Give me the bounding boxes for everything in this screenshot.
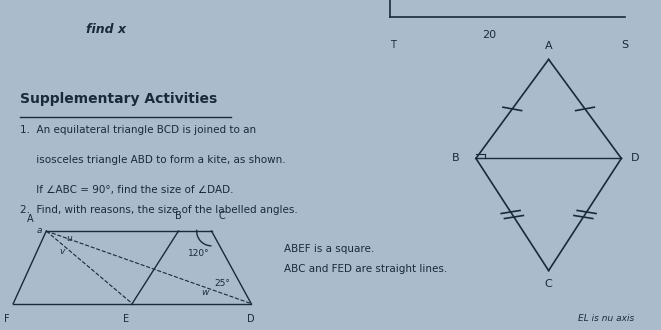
- Text: C: C: [545, 279, 553, 289]
- Text: ABC and FED are straight lines.: ABC and FED are straight lines.: [284, 264, 447, 274]
- Text: If ∠ABC = 90°, find the size of ∠DAD.: If ∠ABC = 90°, find the size of ∠DAD.: [20, 185, 233, 195]
- Text: find x: find x: [86, 23, 126, 36]
- Text: B: B: [175, 211, 182, 221]
- Text: 120°: 120°: [188, 249, 210, 258]
- Text: 2.  Find, with reasons, the size of the labelled angles.: 2. Find, with reasons, the size of the l…: [20, 205, 297, 214]
- Text: D: D: [247, 314, 255, 323]
- Text: B: B: [451, 153, 459, 163]
- Text: 20: 20: [482, 30, 496, 40]
- Text: w: w: [202, 288, 209, 297]
- Text: v: v: [59, 247, 65, 256]
- Text: S: S: [621, 40, 628, 50]
- Text: F: F: [4, 314, 9, 323]
- Text: T: T: [391, 40, 396, 50]
- Text: E: E: [122, 314, 129, 323]
- Text: a: a: [36, 226, 42, 235]
- Text: 1.  An equilateral triangle BCD is joined to an: 1. An equilateral triangle BCD is joined…: [20, 125, 256, 135]
- Text: Supplementary Activities: Supplementary Activities: [20, 92, 217, 106]
- Text: u: u: [66, 234, 72, 243]
- Text: A: A: [26, 214, 33, 224]
- Text: C: C: [218, 211, 225, 221]
- Text: isosceles triangle ABD to form a kite, as shown.: isosceles triangle ABD to form a kite, a…: [20, 155, 286, 165]
- Text: A: A: [545, 41, 553, 51]
- Text: 25°: 25°: [215, 279, 231, 288]
- Text: D: D: [631, 153, 640, 163]
- Text: EL is nu axis: EL is nu axis: [578, 314, 635, 323]
- Text: ABEF is a square.: ABEF is a square.: [284, 244, 375, 254]
